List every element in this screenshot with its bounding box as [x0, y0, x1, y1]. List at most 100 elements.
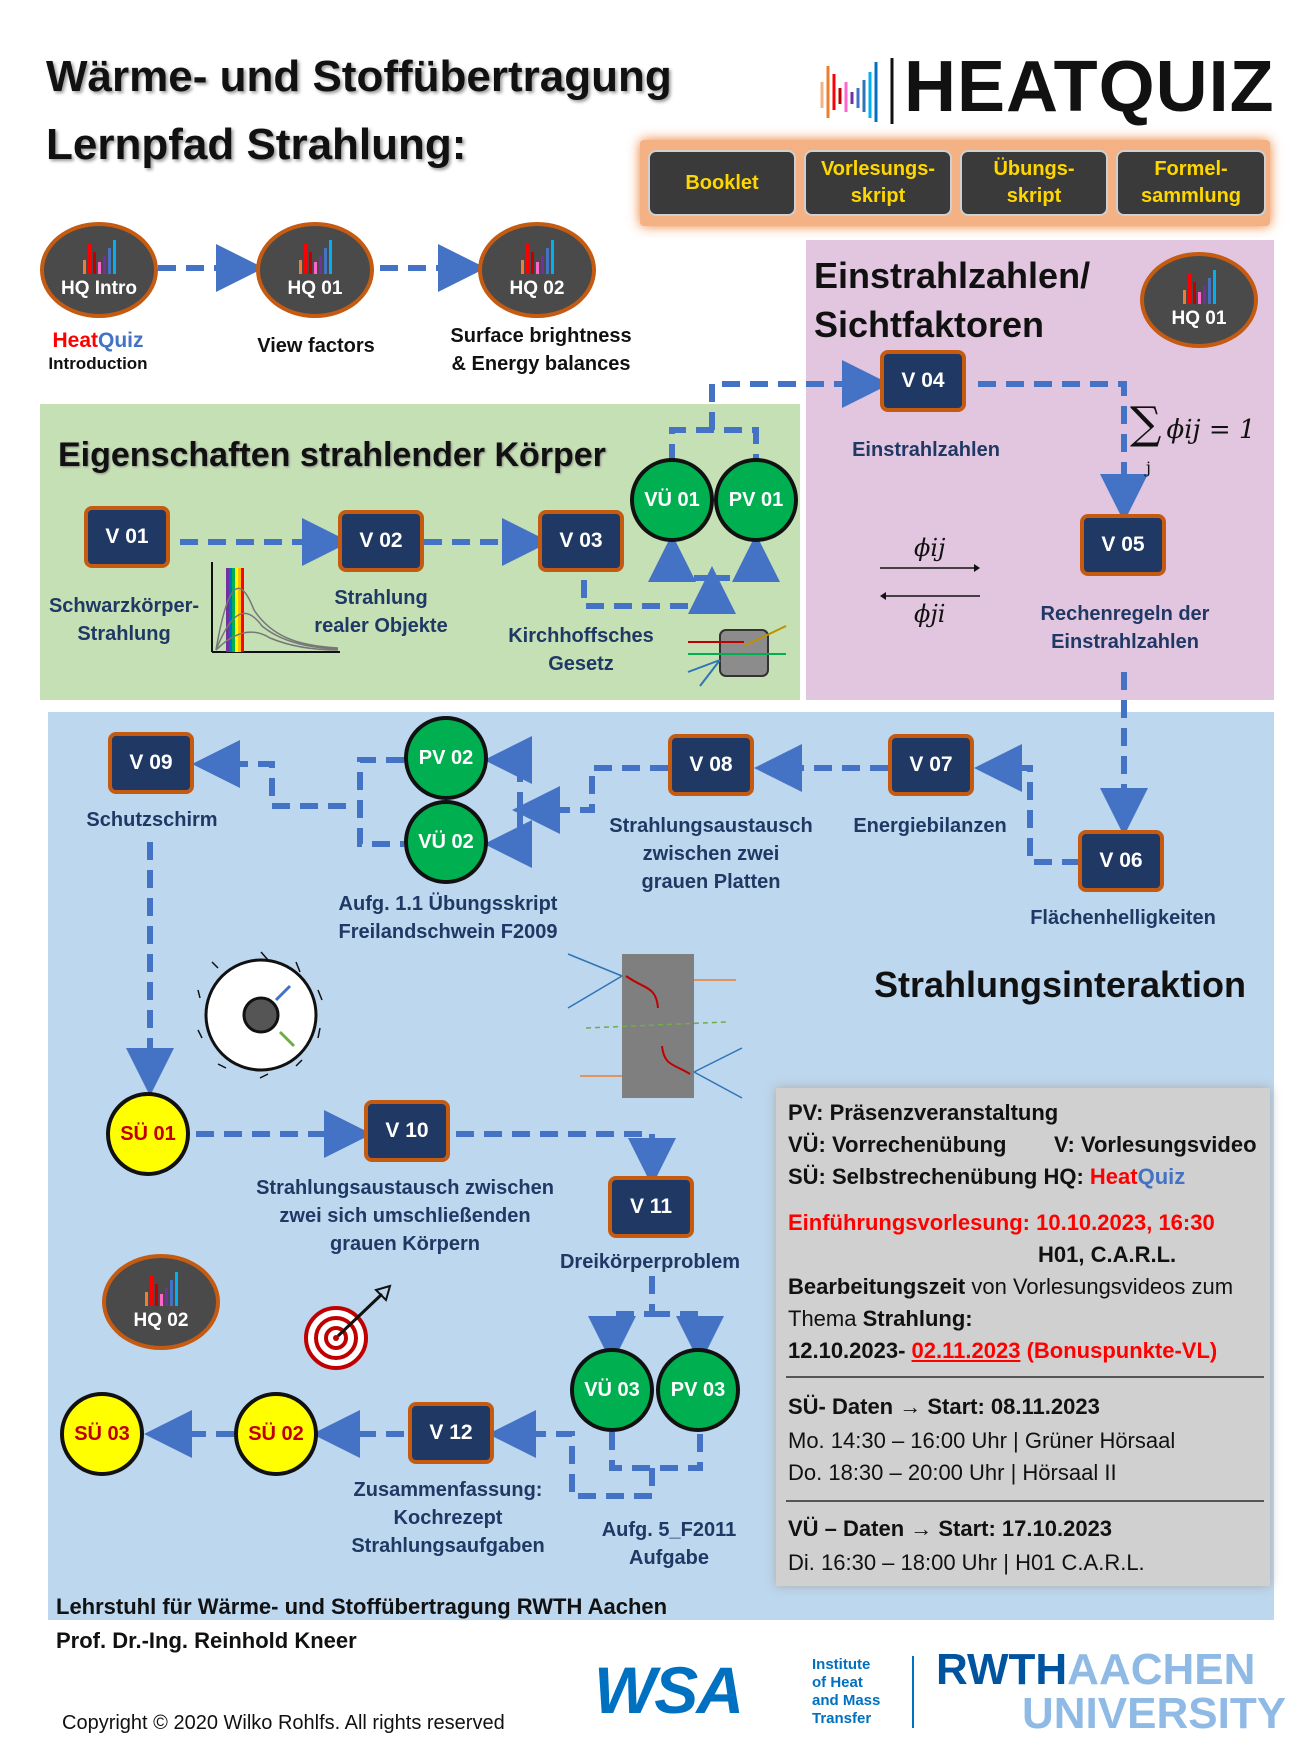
info-su-mo: Mo. 14:30 – 16:00 Uhr | Grüner Hörsaal — [788, 1428, 1176, 1453]
info-thema-text: Thema — [788, 1306, 863, 1331]
node-v05[interactable]: V 05 — [1080, 514, 1166, 576]
info-thema-bold: Strahlung: — [862, 1306, 973, 1331]
label-pv02: Aufg. 1.1 Übungsskript Freilandschwein F… — [338, 893, 558, 943]
node-v06[interactable]: V 06 — [1078, 830, 1164, 892]
sum-symbol: ∑ — [1130, 398, 1162, 449]
info-v: V: Vorlesungsvideo — [1054, 1132, 1257, 1157]
footer-chair: Lehrstuhl für Wärme- und Stoffübertragun… — [56, 1594, 668, 1619]
hq-logo-icon — [520, 240, 554, 274]
hq-02-caption: Surface brightness & Energy balances — [450, 325, 632, 375]
purple-section-title: Einstrahlzahlen/ Sichtfaktoren — [814, 255, 1091, 345]
node-pv01[interactable]: PV 01 — [714, 458, 798, 542]
node-vu03[interactable]: VÜ 03 — [570, 1348, 654, 1432]
info-bearbeitung-rest: von Vorlesungsvideos zum — [965, 1274, 1234, 1299]
sum-rhs: ϕij = 1 — [1166, 415, 1256, 445]
blue-section-title: Strahlungsinteraktion — [874, 964, 1247, 1005]
info-pv: PV: Präsenzveranstaltung — [788, 1100, 1059, 1125]
institute-text: Institute of Heat and Mass Transfer — [812, 1656, 881, 1727]
hq-02-blue-label: HQ 02 — [133, 1310, 189, 1331]
info-vu-daten: VÜ – Daten → Start: 17.10.2023 — [788, 1516, 1113, 1541]
hq-01-purple-label: HQ 01 — [1171, 308, 1227, 329]
node-v11[interactable]: V 11 — [608, 1176, 694, 1238]
sum-subscript: j — [1146, 458, 1151, 477]
info-thema: Thema Strahlung: — [788, 1306, 973, 1332]
label-v01: Schwarzkörper- Strahlung — [48, 595, 200, 645]
formelsammlung-button[interactable]: Formel- sammlung — [1116, 150, 1266, 216]
hq-01-caption: View factors — [257, 335, 375, 357]
enclosed-cylinder-icon — [197, 951, 323, 1079]
info-heat: Heat — [1089, 1164, 1138, 1189]
heatquiz-logo-icon — [818, 52, 898, 126]
aachen-text: AACHEN — [1067, 1645, 1256, 1694]
footer-copyright: Copyright © 2020 Wilko Rohlfs. All right… — [62, 1712, 505, 1734]
info-su-text: SÜ: Selbstrechenübung HQ: — [788, 1164, 1084, 1189]
view-factor-arrows-icon — [880, 564, 980, 600]
hq-01-top-icon[interactable]: HQ 01 — [256, 222, 374, 318]
label-v05: Rechenregeln der Einstrahlzahlen — [1040, 603, 1210, 653]
node-v07[interactable]: V 07 — [888, 734, 974, 796]
footer-divider — [912, 1656, 914, 1728]
hq-01-label: HQ 01 — [287, 278, 343, 299]
info-vu: VÜ: Vorrechenübung — [788, 1132, 1007, 1157]
info-quiz: Quiz — [1137, 1164, 1186, 1189]
hq-02-top-icon[interactable]: HQ 02 — [478, 222, 596, 318]
hq-logo-icon — [298, 240, 332, 274]
label-v11: Dreikörperproblem — [559, 1251, 741, 1273]
label-pv03: Aufg. 5_F2011 Aufgabe — [601, 1519, 737, 1569]
uebungsskript-button[interactable]: Übungs- skript — [960, 150, 1108, 216]
node-vu02[interactable]: VÜ 02 — [404, 800, 488, 884]
wsa-logo: WSA — [594, 1653, 744, 1727]
node-v02[interactable]: V 02 — [338, 510, 424, 572]
university-text: UNIVERSITY — [1022, 1689, 1287, 1738]
node-v10[interactable]: V 10 — [364, 1100, 450, 1162]
hq-logo-icon — [1182, 270, 1216, 304]
label-v12: Zusammenfassung: Kochrezept Strahlungsau… — [351, 1479, 545, 1557]
info-su-do: Do. 18:30 – 20:00 Uhr | Hörsaal II — [788, 1460, 1117, 1485]
info-bearbeitung-bold: Bearbeitungszeit — [788, 1274, 966, 1299]
info-su: SÜ: Selbstrechenübung HQ: HeatQuiz — [788, 1164, 1185, 1190]
node-v09[interactable]: V 09 — [108, 732, 194, 794]
hq-02-blue-icon[interactable]: HQ 02 — [102, 1254, 220, 1350]
label-v03: Kirchhoffsches Gesetz — [508, 625, 654, 675]
phi-ji-label: ϕji — [914, 600, 946, 628]
node-v08[interactable]: V 08 — [668, 734, 754, 796]
hq-intro-caption2: Introduction — [48, 354, 148, 373]
hq-01-purple-icon[interactable]: HQ 01 — [1140, 252, 1258, 348]
brand-name: HEATQUIZ — [904, 47, 1275, 127]
rwth-text: RWTH — [936, 1645, 1068, 1694]
node-pv03[interactable]: PV 03 — [656, 1348, 740, 1432]
node-v01[interactable]: V 01 — [84, 506, 170, 568]
node-su01[interactable]: SÜ 01 — [106, 1092, 190, 1176]
divider — [786, 1376, 1264, 1378]
footer-prof: Prof. Dr.-Ing. Reinhold Kneer — [56, 1628, 357, 1653]
node-su02[interactable]: SÜ 02 — [234, 1392, 318, 1476]
vorlesungsskript-button[interactable]: Vorlesungs- skript — [804, 150, 952, 216]
info-bonus: (Bonuspunkte-VL) — [1020, 1338, 1218, 1363]
label-v08: Strahlungsaustausch zwischen zwei grauen… — [609, 815, 813, 893]
divider — [786, 1500, 1264, 1502]
hq-intro-caption: HeatQuiz — [42, 326, 154, 355]
kirchhoff-sketch-icon — [687, 625, 787, 687]
node-v12[interactable]: V 12 — [408, 1402, 494, 1464]
node-v04[interactable]: V 04 — [880, 350, 966, 412]
node-vu01[interactable]: VÜ 01 — [630, 458, 714, 542]
target-icon — [304, 1284, 392, 1370]
sum-formula: ∑ ϕij = 1 j — [1130, 398, 1256, 477]
node-pv02[interactable]: PV 02 — [404, 716, 488, 800]
node-v03[interactable]: V 03 — [538, 510, 624, 572]
info-date-end: 02.11.2023 — [911, 1338, 1021, 1363]
hq-intro-icon[interactable]: HQ Intro — [40, 222, 158, 318]
grey-plates-sketch-icon — [567, 953, 743, 1099]
label-v06: Flächenhelligkeiten — [1030, 907, 1216, 929]
page-title-line1: Wärme- und Stoffübertragung — [46, 52, 672, 101]
label-v09: Schutzschirm — [86, 809, 218, 831]
quiz-text: Quiz — [98, 329, 144, 352]
booklet-button[interactable]: Booklet — [648, 150, 796, 216]
page-title-line2: Lernpfad Strahlung: — [46, 120, 467, 169]
info-vu-di: Di. 16:30 – 18:00 Uhr | H01 C.A.R.L. — [788, 1550, 1145, 1575]
node-su03[interactable]: SÜ 03 — [60, 1392, 144, 1476]
info-dates: 12.10.2023- 02.11.2023 (Bonuspunkte-VL) — [788, 1338, 1217, 1364]
hq-logo-icon — [82, 240, 116, 274]
rwth-logo: RWTHAACHEN UNIVERSITY — [936, 1648, 1286, 1736]
